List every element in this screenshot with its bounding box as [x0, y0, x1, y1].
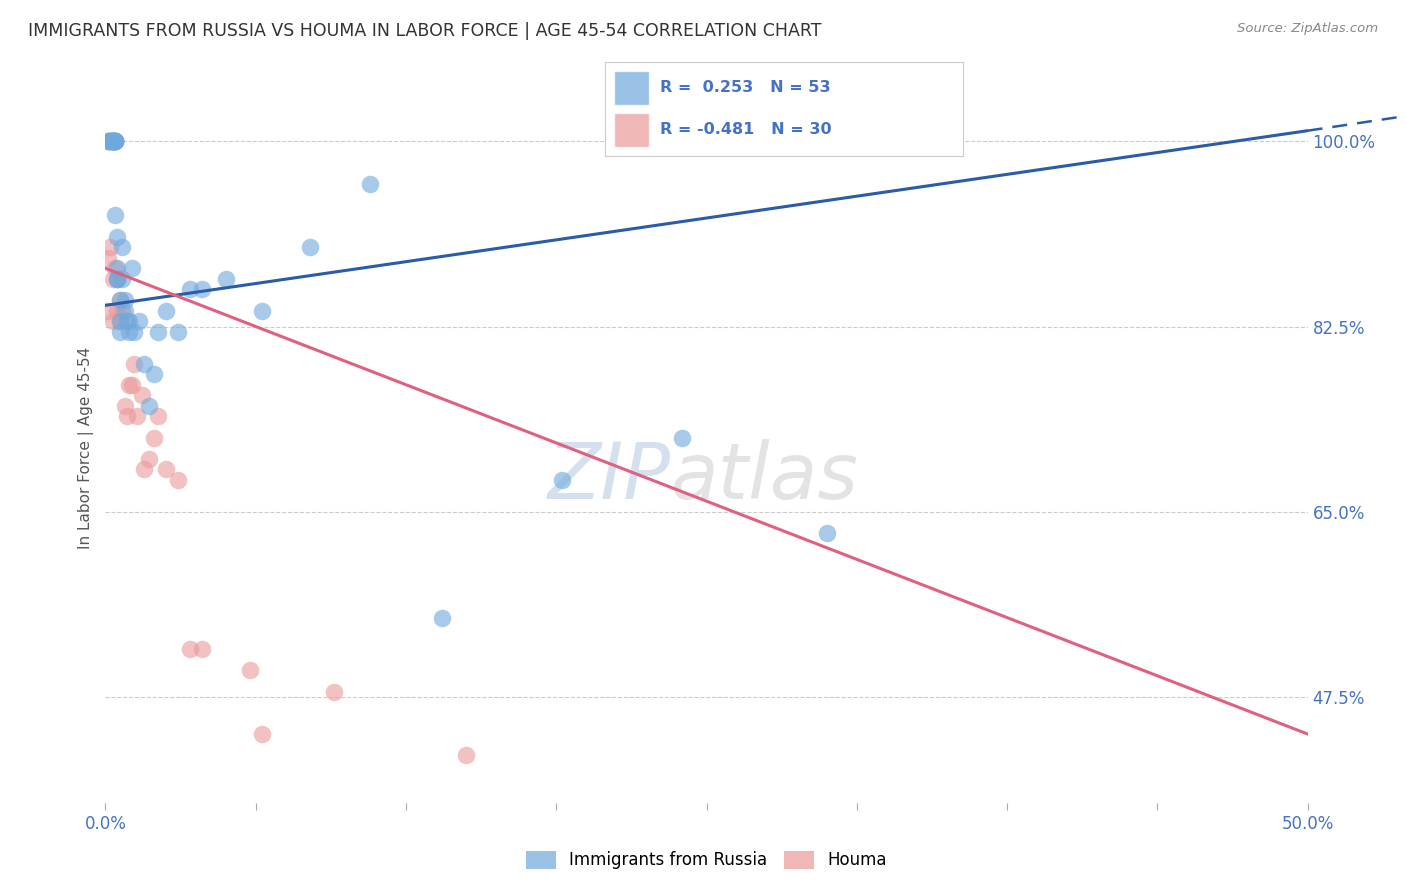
Point — [359, 177, 381, 191]
Text: atlas: atlas — [671, 439, 858, 515]
Point — [108, 293, 131, 307]
Text: ZIP: ZIP — [547, 439, 671, 515]
Point — [98, 240, 121, 254]
Point — [166, 473, 188, 487]
Point — [104, 134, 127, 148]
Point — [250, 303, 273, 318]
Point — [190, 283, 212, 297]
Point — [98, 134, 121, 148]
Point — [104, 134, 127, 148]
Point — [166, 325, 188, 339]
Point — [101, 134, 124, 148]
Point — [128, 314, 150, 328]
Point — [107, 303, 129, 318]
Point — [108, 325, 131, 339]
Point — [142, 367, 165, 381]
Point — [115, 409, 138, 424]
Point — [179, 642, 201, 657]
Point — [104, 261, 127, 276]
Point — [111, 272, 134, 286]
Point — [142, 431, 165, 445]
Point — [815, 525, 838, 540]
Point — [107, 261, 129, 276]
Point — [98, 134, 121, 148]
Point — [104, 134, 127, 148]
Point — [124, 325, 146, 339]
Point — [114, 303, 136, 318]
Point — [250, 727, 273, 741]
Point — [138, 451, 160, 466]
Point — [430, 610, 453, 624]
Point — [107, 272, 129, 286]
Point — [121, 377, 143, 392]
Text: IMMIGRANTS FROM RUSSIA VS HOUMA IN LABOR FORCE | AGE 45-54 CORRELATION CHART: IMMIGRANTS FROM RUSSIA VS HOUMA IN LABOR… — [28, 22, 821, 40]
Point — [551, 473, 574, 487]
Point — [97, 251, 120, 265]
Text: R =  0.253   N = 53: R = 0.253 N = 53 — [661, 80, 831, 95]
Point — [98, 134, 121, 148]
Point — [138, 399, 160, 413]
Y-axis label: In Labor Force | Age 45-54: In Labor Force | Age 45-54 — [79, 347, 94, 549]
Bar — [613, 70, 650, 104]
Point — [111, 303, 134, 318]
Point — [454, 748, 477, 763]
Point — [101, 134, 124, 148]
Bar — [613, 113, 650, 147]
Point — [118, 325, 141, 339]
Point — [155, 462, 177, 476]
Point — [155, 303, 177, 318]
Point — [101, 134, 124, 148]
Point — [101, 134, 124, 148]
Point — [97, 134, 120, 148]
Point — [107, 229, 129, 244]
Point — [108, 314, 131, 328]
Point — [121, 261, 143, 276]
Point — [104, 134, 127, 148]
Point — [322, 684, 344, 698]
Point — [114, 293, 136, 307]
Point — [132, 357, 155, 371]
Point — [101, 314, 124, 328]
Point — [118, 314, 141, 328]
Point — [104, 134, 127, 148]
Point — [98, 134, 121, 148]
Point — [108, 314, 131, 328]
Point — [107, 272, 129, 286]
Point — [111, 240, 134, 254]
Point — [101, 272, 124, 286]
Point — [671, 431, 693, 445]
Legend: Immigrants from Russia, Houma: Immigrants from Russia, Houma — [519, 844, 894, 876]
Point — [148, 409, 170, 424]
Point — [239, 664, 262, 678]
Point — [214, 272, 236, 286]
Point — [115, 314, 138, 328]
Point — [104, 134, 127, 148]
Point — [101, 134, 124, 148]
Point — [124, 357, 146, 371]
Text: R = -0.481   N = 30: R = -0.481 N = 30 — [661, 122, 832, 137]
Point — [107, 272, 129, 286]
Point — [108, 293, 131, 307]
Point — [101, 134, 124, 148]
Point — [114, 399, 136, 413]
Point — [101, 134, 124, 148]
Point — [97, 134, 120, 148]
Point — [148, 325, 170, 339]
Point — [298, 240, 321, 254]
Point — [104, 208, 127, 222]
Point — [190, 642, 212, 657]
Point — [132, 462, 155, 476]
Point — [97, 303, 120, 318]
Point — [131, 388, 153, 402]
Text: Source: ZipAtlas.com: Source: ZipAtlas.com — [1237, 22, 1378, 36]
Point — [179, 283, 201, 297]
Point — [118, 377, 141, 392]
Point — [125, 409, 148, 424]
